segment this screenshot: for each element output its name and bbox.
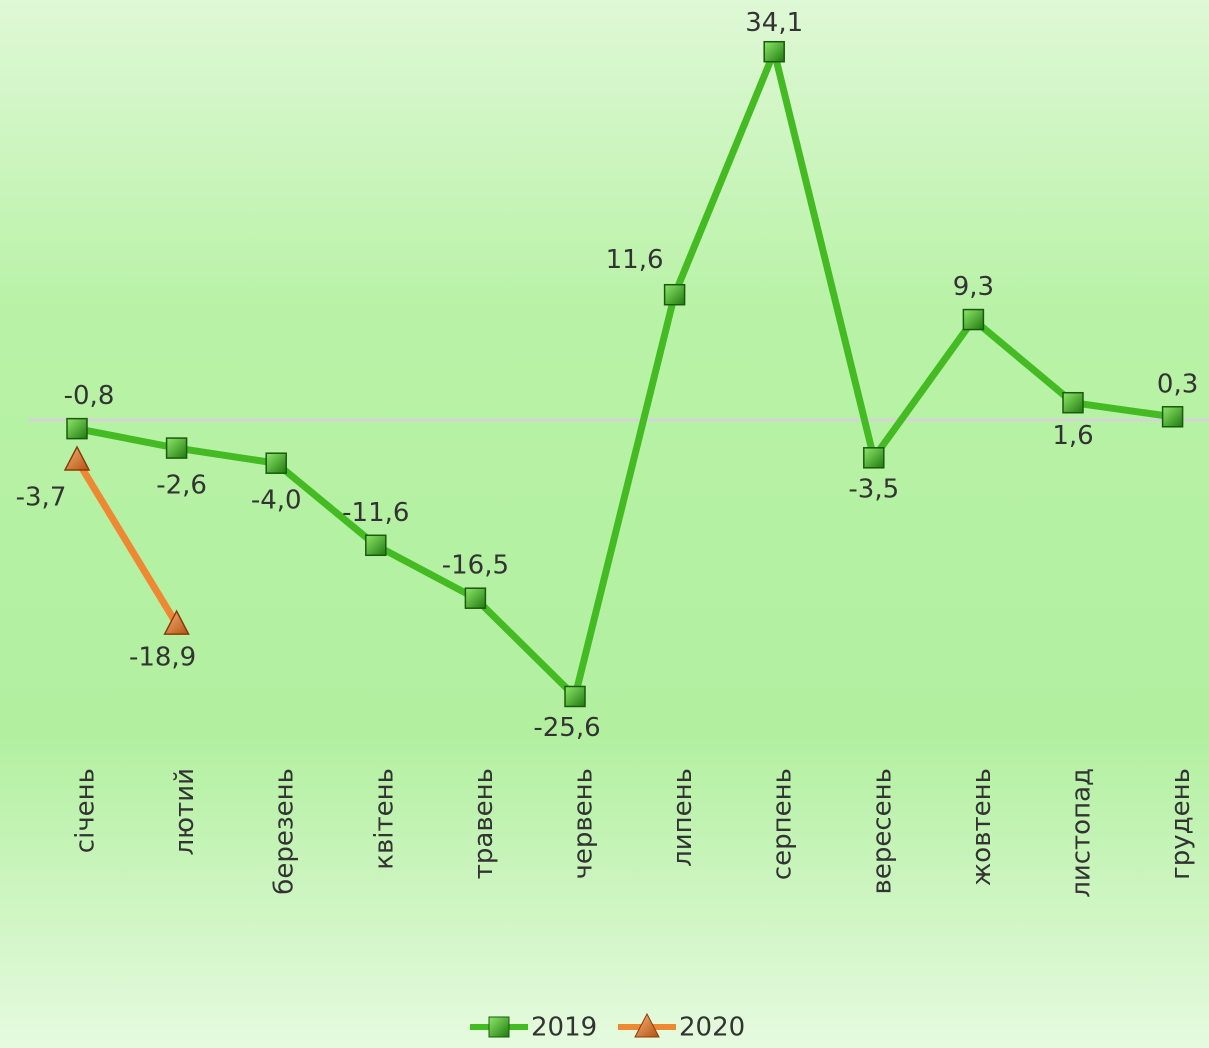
- x-tick-label: грудень: [1166, 768, 1196, 880]
- marker: [163, 609, 190, 635]
- data-label: 11,6: [606, 245, 664, 275]
- data-label: 0,3: [1157, 369, 1198, 399]
- series-line: [76, 48, 1174, 700]
- data-label: -3,5: [848, 474, 899, 504]
- data-label: -11,6: [342, 498, 409, 528]
- x-tick-label: вересень: [867, 768, 897, 894]
- data-label: -16,5: [442, 551, 509, 581]
- x-tick-label: жовтень: [967, 768, 997, 886]
- marker: [365, 534, 387, 557]
- x-tick-label: червень: [569, 768, 599, 880]
- x-tick-label: березень: [270, 768, 300, 895]
- x-tick-label: липень: [668, 768, 698, 867]
- series-line: [74, 458, 180, 626]
- data-label: 1,6: [1052, 421, 1093, 451]
- marker: [464, 587, 487, 609]
- legend-item: 2020: [618, 1013, 745, 1043]
- marker: [763, 40, 785, 63]
- marker: [1062, 391, 1084, 414]
- marker: [863, 447, 885, 469]
- marker: [663, 283, 686, 306]
- legend-label: 2019: [531, 1013, 597, 1043]
- marker: [962, 308, 985, 331]
- x-tick-label: травень: [469, 768, 499, 879]
- data-label: 9,3: [953, 272, 994, 302]
- data-label: -18,9: [129, 643, 196, 673]
- x-tick-label: серпень: [768, 768, 798, 880]
- legend-marker: [634, 1012, 660, 1038]
- data-label: -3,7: [16, 482, 67, 512]
- data-label: 34,1: [745, 8, 803, 38]
- marker: [63, 445, 91, 471]
- marker: [265, 452, 287, 474]
- marker: [165, 437, 188, 459]
- data-label: -25,6: [533, 713, 600, 743]
- x-tick-label: січень: [71, 768, 101, 853]
- data-label: -2,6: [156, 471, 207, 501]
- data-label: -4,0: [251, 486, 302, 516]
- x-tick-label: квітень: [369, 768, 399, 870]
- legend-label: 2020: [679, 1013, 745, 1043]
- legend-item: 2019: [470, 1013, 597, 1043]
- marker: [1161, 406, 1184, 428]
- x-tick-label: лютий: [170, 768, 200, 855]
- marker: [564, 685, 586, 708]
- x-tick-label: листопад: [1067, 768, 1097, 898]
- data-label: -0,8: [64, 381, 115, 411]
- legend-marker: [488, 1016, 510, 1038]
- marker: [66, 417, 88, 440]
